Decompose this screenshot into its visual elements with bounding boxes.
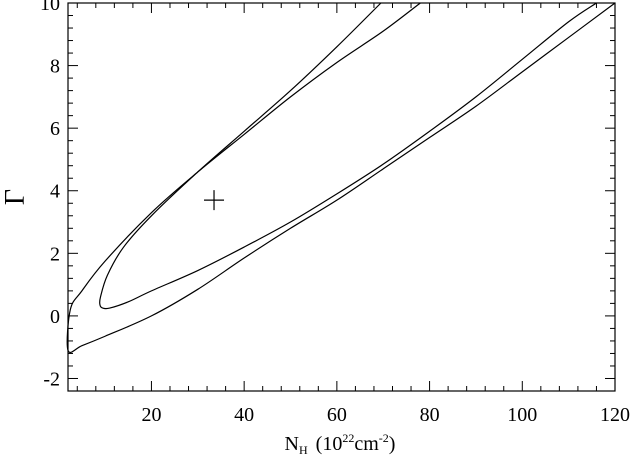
x-tick-label: 40: [234, 404, 254, 426]
contour-inner: [99, 2, 597, 310]
x-axis-title-unit-exp: 22: [342, 431, 354, 445]
contour-lines: [66, 2, 616, 354]
x-axis-title-base: N: [285, 433, 299, 455]
x-axis-title-close: ): [389, 433, 396, 455]
x-axis-title-sub: H: [299, 443, 308, 456]
y-tick-label: 4: [50, 181, 60, 203]
axis-ticks: [68, 2, 616, 392]
y-tick-label: 8: [50, 56, 60, 78]
axis-tick-labels: 20 40 60 80 100 120 -2 0 2 4 6 8 10: [40, 0, 630, 426]
y-tick-label: -2: [43, 368, 60, 390]
x-axis-title-pre-unit: (10: [316, 433, 343, 455]
y-tick-label: 2: [50, 243, 60, 265]
best-fit-marker: [204, 190, 225, 211]
y-axis-title: Γ: [0, 189, 31, 205]
contour-outer: [66, 2, 616, 354]
x-axis-title-unit-neg-exp: -2: [379, 431, 389, 445]
x-axis-title-unit: cm: [354, 433, 379, 455]
x-tick-label: 100: [507, 404, 537, 426]
y-tick-label: 6: [50, 118, 60, 140]
x-tick-label: 120: [600, 404, 630, 426]
x-tick-label: 20: [141, 404, 161, 426]
x-tick-label: 80: [420, 404, 440, 426]
y-tick-label: 0: [50, 306, 60, 328]
x-tick-label: 60: [327, 404, 347, 426]
plot-frame: [67, 2, 616, 392]
y-tick-label: 10: [40, 0, 60, 15]
x-axis-title: NH (1022cm-2): [285, 431, 396, 456]
